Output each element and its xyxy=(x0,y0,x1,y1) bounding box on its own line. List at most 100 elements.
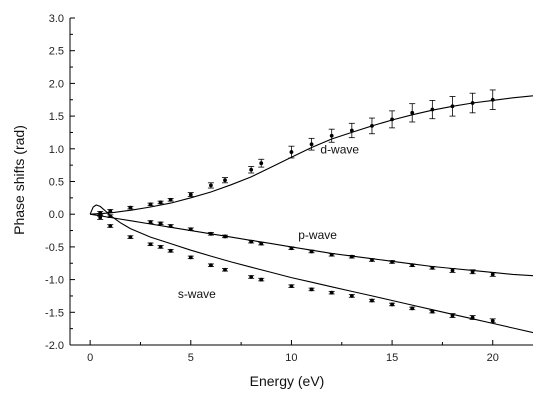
point-marker xyxy=(309,287,314,292)
point-marker xyxy=(249,239,254,244)
point-marker xyxy=(259,161,264,166)
point-marker xyxy=(209,231,213,236)
y-tick-label: 0.0 xyxy=(49,209,64,221)
s-wave-data-point xyxy=(389,302,396,307)
point-marker xyxy=(430,265,435,270)
y-tick-label: 1.0 xyxy=(49,144,64,156)
d-wave-data-point xyxy=(248,166,255,174)
fit-curves xyxy=(89,95,533,334)
p-wave-data-point xyxy=(248,239,255,244)
point-marker xyxy=(309,249,314,254)
d-wave-data-point xyxy=(389,110,396,129)
p-wave-data-point xyxy=(157,221,164,226)
p-wave-data-point xyxy=(389,260,396,264)
point-marker xyxy=(490,97,495,102)
s-wave-data-point xyxy=(127,235,134,239)
s-wave-data-point xyxy=(248,275,255,279)
s-wave-data-point xyxy=(429,309,436,314)
y-tick-label: -2.0 xyxy=(45,340,64,352)
d-wave-data-point xyxy=(368,117,375,135)
p-wave-label: p-wave xyxy=(298,228,337,242)
s-wave-data-point xyxy=(348,294,355,298)
d-wave-label: d-wave xyxy=(320,142,359,156)
point-marker xyxy=(259,241,264,246)
s-wave-data-point xyxy=(97,215,104,220)
point-marker xyxy=(209,263,213,268)
point-marker xyxy=(249,167,254,172)
y-tick-label: 3.0 xyxy=(49,13,64,25)
d-wave-data-point xyxy=(409,103,416,123)
data-points xyxy=(97,89,496,324)
s-wave-data-point xyxy=(489,318,496,324)
d-wave-data-point xyxy=(167,197,174,202)
y-axis-title: Phase shifts (rad) xyxy=(11,125,27,235)
p-wave-fit-curve xyxy=(90,213,533,277)
y-tick-label: 2.5 xyxy=(49,46,64,58)
s-wave-data-point xyxy=(308,287,315,292)
point-marker xyxy=(490,318,495,323)
point-marker xyxy=(209,183,213,188)
point-marker xyxy=(168,224,173,228)
point-marker xyxy=(410,306,415,311)
s-wave-data-point xyxy=(207,263,214,268)
p-wave-data-point xyxy=(328,252,335,257)
s-wave-data-point xyxy=(157,245,164,249)
p-wave-data-point xyxy=(368,258,375,262)
point-marker xyxy=(329,290,334,295)
p-wave-data-point xyxy=(207,231,214,236)
d-wave-data-point xyxy=(207,182,214,189)
point-marker xyxy=(223,234,227,239)
p-wave-data-point xyxy=(258,241,265,246)
point-marker xyxy=(168,248,173,253)
point-marker xyxy=(168,197,173,202)
point-marker xyxy=(249,275,254,279)
point-marker xyxy=(158,221,163,226)
point-marker xyxy=(128,235,133,239)
y-tick-label: -1.5 xyxy=(45,307,64,319)
d-wave-fit-curve xyxy=(90,95,533,215)
s-wave-data-point xyxy=(258,277,265,282)
x-tick-label: 5 xyxy=(188,352,194,364)
annotations: d-wave p-wave s-wave xyxy=(178,142,360,301)
d-wave-data-point xyxy=(127,205,134,210)
point-marker xyxy=(390,302,394,307)
p-wave-data-point xyxy=(429,265,436,270)
d-wave-data-point xyxy=(348,122,355,139)
point-marker xyxy=(329,252,334,257)
d-wave-data-point xyxy=(489,89,496,110)
point-marker xyxy=(289,246,294,251)
point-marker xyxy=(158,200,163,205)
s-wave-data-point xyxy=(187,255,194,260)
point-marker xyxy=(470,101,475,105)
point-marker xyxy=(410,263,415,268)
d-wave-data-point xyxy=(429,100,436,120)
point-marker xyxy=(158,245,163,249)
x-tick-label: 20 xyxy=(487,352,499,364)
x-tick-label: 15 xyxy=(386,352,398,364)
s-wave-data-point xyxy=(167,248,174,253)
point-marker xyxy=(450,268,455,273)
point-marker xyxy=(370,258,374,262)
x-axis-title: Energy (eV) xyxy=(250,373,325,389)
point-marker xyxy=(430,309,435,314)
d-wave-data-point xyxy=(469,92,476,114)
y-tick-label: 1.5 xyxy=(49,111,64,123)
point-marker xyxy=(188,192,193,197)
axes-frame xyxy=(69,18,533,346)
s-wave-data-point xyxy=(107,224,114,228)
p-wave-data-point xyxy=(489,272,496,277)
d-wave-data-point xyxy=(107,209,114,213)
d-wave-data-point xyxy=(147,202,154,207)
point-marker xyxy=(148,220,153,224)
x-tick-label: 0 xyxy=(87,352,93,364)
point-marker xyxy=(128,205,133,210)
point-marker xyxy=(470,315,475,320)
point-marker xyxy=(259,277,264,282)
s-wave-fit-curve xyxy=(89,204,533,334)
point-marker xyxy=(148,202,153,207)
d-wave-data-point xyxy=(258,158,265,168)
point-marker xyxy=(108,224,113,228)
y-tick-label: -1.0 xyxy=(45,275,64,287)
p-wave-data-point xyxy=(167,224,174,228)
p-wave-data-point xyxy=(187,227,194,232)
